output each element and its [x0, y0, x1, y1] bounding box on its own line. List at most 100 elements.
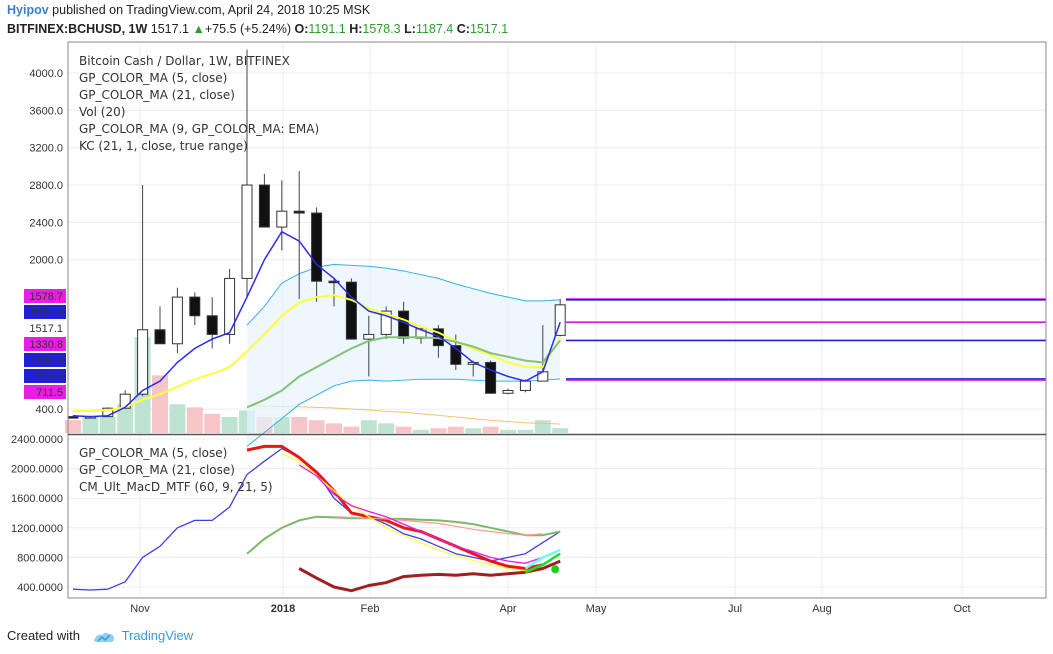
volume-bar: [221, 417, 238, 433]
candle-body: [276, 210, 288, 228]
candle-body: [363, 333, 375, 340]
y-tick-label: 1600.0000: [11, 493, 63, 505]
volume-bar: [430, 428, 447, 433]
legend-item: GP_COLOR_MA (21, close): [79, 463, 235, 477]
x-tick-label: Apr: [499, 603, 516, 615]
price-labels: 1578.7 1571.0 1517.1 1330.8 1136.0 723.0 711.5: [24, 289, 66, 399]
volume-bar: [413, 429, 429, 433]
volume-bar: [534, 420, 551, 433]
publish-info: Hyipov published on TradingView.com, Apr…: [7, 3, 370, 17]
candle-body: [380, 310, 392, 335]
volume-bar: [117, 404, 134, 433]
chart-canvas[interactable]: 4000.0 3600.0 3200.0 2800.0 2400.0 2000.0 400.…: [0, 0, 1053, 625]
price-label-box: [24, 337, 66, 351]
candle-body: [293, 210, 305, 214]
y-tick-label: 3200.0: [29, 143, 63, 155]
high-label: H:: [349, 22, 363, 36]
legend-item: KC (21, 1, close, true range): [79, 139, 248, 153]
candle-body: [137, 329, 149, 395]
price-label-box: [24, 353, 66, 367]
volume-bar: [343, 426, 360, 433]
main-legend: Bitcoin Cash / Dollar, 1W, BITFINEX GP_CO…: [79, 54, 319, 153]
indicator-line: [333, 516, 543, 536]
volume-bar: [326, 423, 342, 433]
low-value: 1187.4: [415, 22, 454, 36]
volume-bar: [65, 420, 81, 433]
close-value: 1517.1: [469, 22, 509, 36]
indicator-line: [298, 559, 561, 593]
y-tick-label: 2400.0000: [11, 434, 63, 446]
candle-body: [345, 281, 357, 340]
x-tick-label: Feb: [361, 603, 380, 615]
price-change: +75.5 (+5.24%): [204, 22, 292, 36]
indicator-line: [524, 552, 561, 574]
symbol: BITFINEX:BCHUSD, 1W: [7, 22, 148, 36]
volume-bar: [308, 420, 325, 433]
x-tick-label: Jul: [728, 603, 742, 615]
low-label: L:: [404, 22, 416, 36]
volume-bar: [360, 420, 377, 433]
y-tick-label: 1200.0000: [11, 523, 63, 535]
macd-lines: [72, 444, 561, 593]
x-tick-label: Aug: [812, 603, 832, 615]
candle-body: [502, 389, 514, 394]
time-axis: Nov 2018 Feb Apr May Jul Aug Oct: [130, 603, 970, 615]
candle-body: [554, 304, 566, 336]
tradingview-link[interactable]: TradingView: [121, 628, 194, 643]
indicator-axis: 2400.0000 2000.0000 1600.0000 1200.0000 800.…: [11, 434, 63, 594]
candle-body: [171, 296, 183, 345]
candle-body: [102, 407, 114, 418]
volume-bar: [82, 417, 99, 433]
author-name[interactable]: Hyipov: [7, 3, 49, 17]
price-label: 1517.1: [29, 323, 63, 335]
chart-frame: [67, 41, 1047, 599]
legend-item: GP_COLOR_MA (21, close): [79, 88, 235, 102]
y-tick-label: 400.0: [35, 404, 63, 416]
volume-bar: [482, 426, 499, 433]
candle-body: [519, 380, 531, 391]
ma5-line: [72, 230, 561, 418]
price-label: 1330.8: [29, 339, 63, 351]
indicator-line: [524, 548, 561, 570]
indicator-legend: GP_COLOR_MA (5, close) GP_COLOR_MA (21, c…: [79, 446, 273, 494]
price-axis: 4000.0 3600.0 3200.0 2800.0 2400.0 2000.0 400.…: [29, 68, 63, 416]
candle-body: [398, 310, 410, 339]
volume-bar: [517, 429, 534, 433]
volume-bar: [152, 375, 168, 433]
legend-item: CM_Ult_MacD_MTF (60, 9, 21, 5): [79, 480, 273, 494]
volume-bar: [99, 417, 116, 433]
footer: Created with TradingView: [7, 628, 193, 644]
price-label: 711.5: [36, 387, 63, 399]
candle-body: [311, 212, 323, 282]
price-label-box: [24, 321, 66, 335]
price-label: 723.0: [35, 371, 63, 383]
y-tick-label: 4000.0: [29, 68, 63, 80]
price-label: 1136.0: [30, 355, 63, 367]
volume-ma-line: [246, 405, 561, 425]
created-with: Created with: [7, 628, 80, 643]
legend-item: GP_COLOR_MA (9, GP_COLOR_MA: EMA): [79, 122, 319, 136]
candle-body: [241, 184, 253, 279]
frame-border: [67, 41, 1047, 599]
kc-fill: [247, 264, 561, 447]
y-tick-label: 2000.0: [29, 255, 63, 267]
tradingview-logo-icon: [93, 632, 114, 642]
legend-item: GP_COLOR_MA (5, close): [79, 446, 227, 460]
open-label: O:: [294, 22, 309, 36]
x-tick-label: Nov: [130, 603, 150, 615]
volume-bar: [291, 417, 308, 433]
volume-bar: [395, 426, 412, 433]
legend-item: GP_COLOR_MA (5, close): [79, 71, 227, 85]
horizontal-lines: [566, 298, 1046, 381]
candle-body: [206, 315, 218, 335]
candle-body: [485, 361, 497, 394]
legend-item: Vol (20): [79, 105, 125, 119]
volume-bar: [204, 413, 221, 433]
y-tick-label: 800.0000: [17, 552, 63, 564]
kc-lower: [246, 378, 561, 447]
ohlc-line: BITFINEX:BCHUSD, 1W 1517.1 ▲+75.5 (+5.24…: [7, 22, 508, 36]
candle-body: [154, 329, 166, 345]
price-label: 1578.7: [29, 291, 63, 303]
price-label-box: [24, 385, 66, 399]
volume-bar: [447, 426, 464, 433]
